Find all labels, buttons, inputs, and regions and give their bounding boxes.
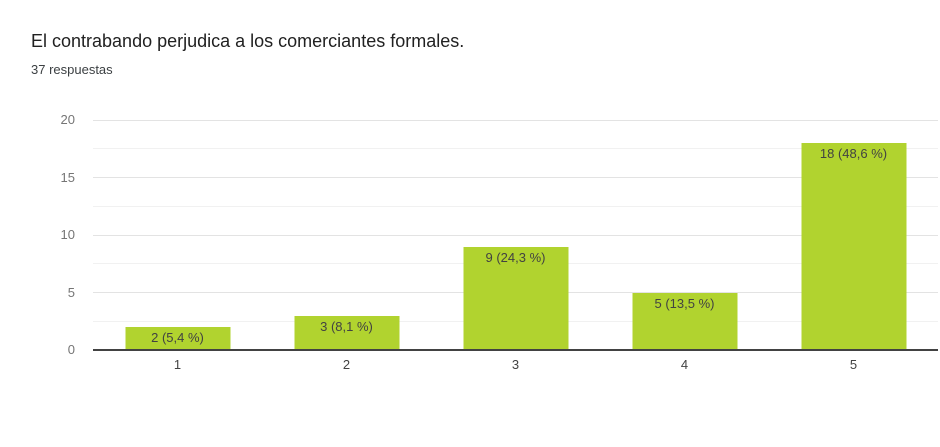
major-gridline	[93, 234, 938, 236]
bar-value-label: 2 (5,4 %)	[151, 330, 204, 345]
y-axis-labels: 0 5 10 15 20	[0, 112, 75, 357]
plot-area: 2 (5,4 %) 3 (8,1 %) 9 (24,3 %) 5 (13,5 %) 18…	[93, 119, 938, 351]
bar-group-3: 9 (24,3 %)	[431, 120, 600, 350]
y-axis-tick-label: 0	[67, 342, 75, 357]
bar-value-label: 3 (8,1 %)	[320, 318, 373, 334]
x-axis-line	[93, 349, 938, 351]
bar-1[interactable]: 2 (5,4 %)	[125, 327, 230, 350]
bar-4[interactable]: 5 (13,5 %)	[632, 292, 737, 350]
x-axis-tick-label: 4	[680, 357, 689, 372]
bar-group-4: 5 (13,5 %)	[600, 120, 769, 350]
major-gridline	[93, 119, 938, 121]
bar-2[interactable]: 3 (8,1 %)	[294, 315, 399, 350]
bar-value-label: 18 (48,6 %)	[819, 146, 888, 161]
y-axis-tick-label: 10	[60, 227, 75, 242]
chart-header: El contrabando perjudica a los comercian…	[31, 30, 464, 77]
y-axis-tick-label: 20	[60, 112, 75, 127]
bar-group-1: 2 (5,4 %)	[93, 120, 262, 350]
y-axis-tick-label: 5	[67, 284, 75, 300]
y-axis-tick-label: 15	[60, 169, 75, 185]
minor-gridline	[93, 148, 938, 150]
question-title: El contrabando perjudica a los comercian…	[31, 31, 465, 51]
major-gridline	[93, 177, 938, 178]
x-axis-tick-label: 5	[849, 357, 858, 372]
bar-5[interactable]: 18 (48,6 %)	[801, 143, 906, 350]
bar-value-label: 9 (24,3 %)	[485, 249, 546, 265]
x-axis-tick-label: 1	[173, 357, 182, 372]
x-axis-tick-label: 3	[511, 357, 520, 372]
bar-group-2: 3 (8,1 %)	[262, 120, 431, 350]
bar-value-label: 5 (13,5 %)	[654, 295, 715, 311]
bar-3[interactable]: 9 (24,3 %)	[463, 246, 568, 350]
minor-gridline	[93, 205, 938, 207]
x-axis-tick-label: 2	[342, 357, 351, 372]
bar-group-5: 18 (48,6 %)	[769, 120, 938, 350]
responses-count: 37 respuestas	[31, 62, 113, 77]
